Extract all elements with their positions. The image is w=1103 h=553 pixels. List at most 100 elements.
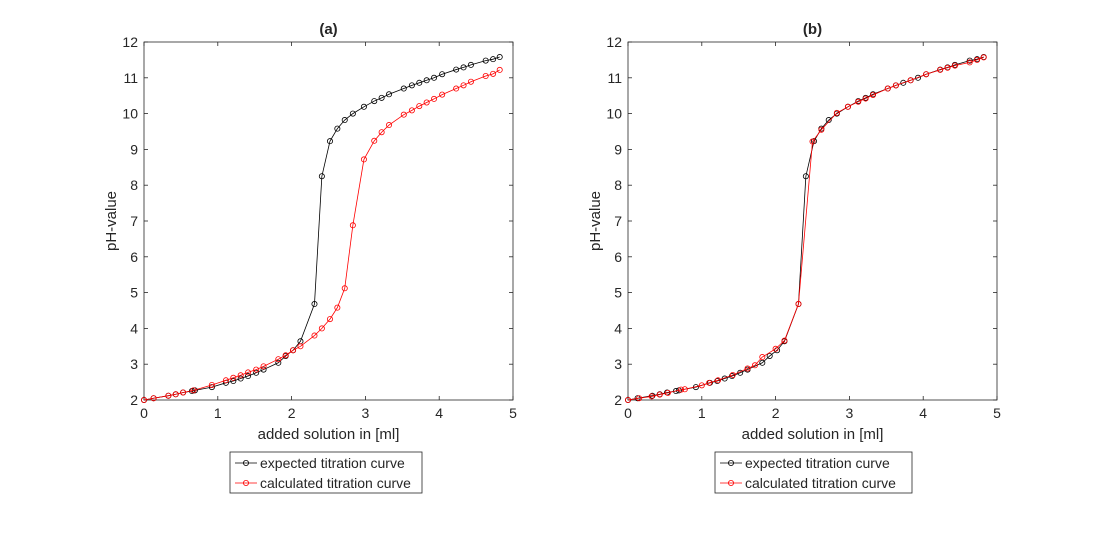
data-point xyxy=(371,137,378,144)
series-line-1 xyxy=(627,57,984,401)
data-point xyxy=(698,382,705,389)
data-point xyxy=(467,78,474,85)
data-point xyxy=(496,66,503,73)
legend-marker xyxy=(728,459,735,466)
data-point xyxy=(884,85,891,92)
data-point xyxy=(360,156,367,163)
data-point xyxy=(400,111,407,118)
data-point xyxy=(795,301,802,308)
y-axis-label: pH-value xyxy=(587,191,604,251)
series-line-1 xyxy=(143,69,500,401)
data-point xyxy=(416,103,423,110)
data-point xyxy=(715,377,722,384)
data-point xyxy=(439,91,446,98)
data-point xyxy=(915,74,922,81)
x-tick-label: 4 xyxy=(435,405,443,421)
data-point xyxy=(855,98,862,105)
data-point xyxy=(318,173,325,180)
data-point xyxy=(744,365,751,372)
data-point xyxy=(944,64,951,71)
y-tick-label: 7 xyxy=(614,213,622,229)
data-point xyxy=(870,91,877,98)
data-point xyxy=(334,125,341,132)
chart-title: (a) xyxy=(319,21,337,38)
data-point xyxy=(862,95,869,102)
y-tick-label: 7 xyxy=(130,213,138,229)
data-point xyxy=(260,363,267,370)
y-tick-label: 4 xyxy=(614,320,622,336)
data-point xyxy=(423,99,430,106)
data-point xyxy=(165,392,172,399)
y-tick-label: 11 xyxy=(123,70,138,86)
data-point xyxy=(386,122,393,129)
data-point xyxy=(400,85,407,92)
data-point xyxy=(222,377,229,384)
data-point xyxy=(825,117,832,124)
data-point xyxy=(706,379,713,386)
data-point xyxy=(490,70,497,77)
data-point xyxy=(907,77,914,84)
x-tick-label: 2 xyxy=(772,405,780,421)
data-point xyxy=(208,381,215,388)
data-point xyxy=(966,59,973,66)
data-point xyxy=(759,359,766,366)
data-point xyxy=(664,389,671,396)
data-point xyxy=(937,66,944,73)
data-point xyxy=(311,301,318,308)
data-point xyxy=(371,98,378,105)
data-point xyxy=(678,386,685,393)
data-point xyxy=(966,57,973,64)
data-point xyxy=(439,71,446,78)
data-point xyxy=(759,354,766,361)
data-point xyxy=(297,343,304,350)
data-point xyxy=(453,66,460,73)
data-point xyxy=(208,384,215,391)
data-point xyxy=(490,56,497,63)
y-tick-label: 8 xyxy=(130,177,138,193)
data-point xyxy=(290,347,297,354)
x-tick-label: 0 xyxy=(624,405,632,421)
data-point xyxy=(625,396,632,403)
data-point xyxy=(341,117,348,124)
data-point xyxy=(253,369,260,376)
data-point xyxy=(408,107,415,114)
data-point xyxy=(378,94,385,101)
y-tick-label: 5 xyxy=(614,285,622,301)
data-point xyxy=(334,304,341,311)
data-point xyxy=(260,366,267,373)
data-point xyxy=(802,173,809,180)
data-point xyxy=(349,110,356,117)
data-point xyxy=(311,332,318,339)
data-point xyxy=(900,79,907,86)
legend-box xyxy=(229,451,423,494)
y-tick-label: 11 xyxy=(607,70,622,86)
data-point xyxy=(360,103,367,110)
data-point xyxy=(378,129,385,136)
data-point xyxy=(275,356,282,363)
legend-marker xyxy=(242,459,249,466)
legend-box xyxy=(714,451,913,494)
y-tick-label: 12 xyxy=(122,34,138,50)
data-point xyxy=(230,374,237,381)
y-tick-label: 2 xyxy=(130,392,138,408)
y-tick-label: 10 xyxy=(606,106,622,122)
data-point xyxy=(416,79,423,86)
data-point xyxy=(245,373,252,380)
legend-label: calculated titration curve xyxy=(745,475,896,491)
data-point xyxy=(681,386,688,393)
data-point xyxy=(656,391,663,398)
data-point xyxy=(980,54,987,61)
data-point xyxy=(772,345,779,352)
x-axis-label: added solution in [ml] xyxy=(258,426,400,443)
data-point xyxy=(892,82,899,89)
legend: expected titration curve calculated titra… xyxy=(229,451,423,494)
data-point xyxy=(729,371,736,378)
data-point xyxy=(326,316,333,323)
y-tick-label: 4 xyxy=(130,320,138,336)
data-point xyxy=(172,391,179,398)
data-point xyxy=(467,61,474,68)
y-axis-label: pH-value xyxy=(103,191,120,251)
